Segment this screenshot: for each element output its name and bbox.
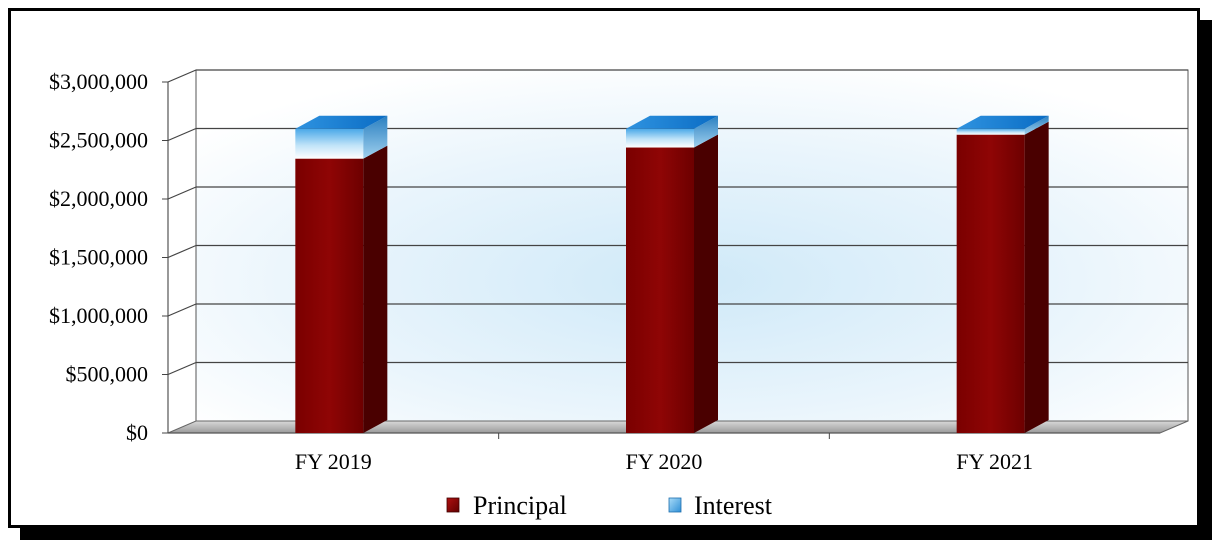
bar-side [1024,121,1049,434]
bar-top [626,115,718,129]
x-category-label: FY 2019 [295,449,372,474]
bar-fy-2019-interest [295,115,388,159]
legend-label-interest: Interest [694,491,773,520]
legend-swatch-interest [668,497,682,513]
bar-side [363,115,388,159]
y-tick-label: $0 [126,420,148,445]
bar-side [1024,115,1049,135]
bar-fy-2020-interest [626,115,718,148]
y-tick-label: $1,000,000 [49,303,148,328]
bar-front [295,128,364,159]
bar-side [694,134,718,433]
legend-label-principal: Principal [473,491,567,520]
bar-front [295,158,364,433]
bar-front [956,128,1025,135]
x-category-label: FY 2020 [626,449,703,474]
bar-fy-2021-interest [956,115,1049,135]
bar-top [956,115,1049,129]
gridline-depth [167,303,197,317]
bar-side [694,115,718,148]
bar-top [295,115,388,129]
y-tick-label: $3,000,000 [49,69,148,94]
y-tick-label: $2,000,000 [49,186,148,211]
bar-fy-2020-principal [626,134,718,433]
gridline-depth [167,361,197,376]
gridline-depth [167,69,197,83]
x-axis-labels: FY 2019 FY 2020 FY 2021 [295,449,1033,474]
bar-front [626,147,694,433]
x-category-label: FY 2021 [956,449,1033,474]
y-tick-label: $1,500,000 [49,245,148,270]
gridline-depth [167,186,197,200]
y-tick-label: $2,500,000 [49,128,148,153]
gridline-depth [167,127,197,142]
bar-fy-2021-principal [956,121,1049,434]
bar-front [956,134,1025,433]
bars [295,115,1049,434]
gridline-depth [167,244,197,259]
legend: Principal Interest [446,491,773,520]
bar-front [626,128,694,148]
y-tick-label: $500,000 [66,362,149,387]
legend-swatch-principal [446,497,460,513]
y-axis-ticks: $0 $500,000 $1,000,000 $1,500,000 $2,000,000… [49,69,830,445]
bar-fy-2019-principal [295,145,388,433]
bar-side [363,145,388,433]
